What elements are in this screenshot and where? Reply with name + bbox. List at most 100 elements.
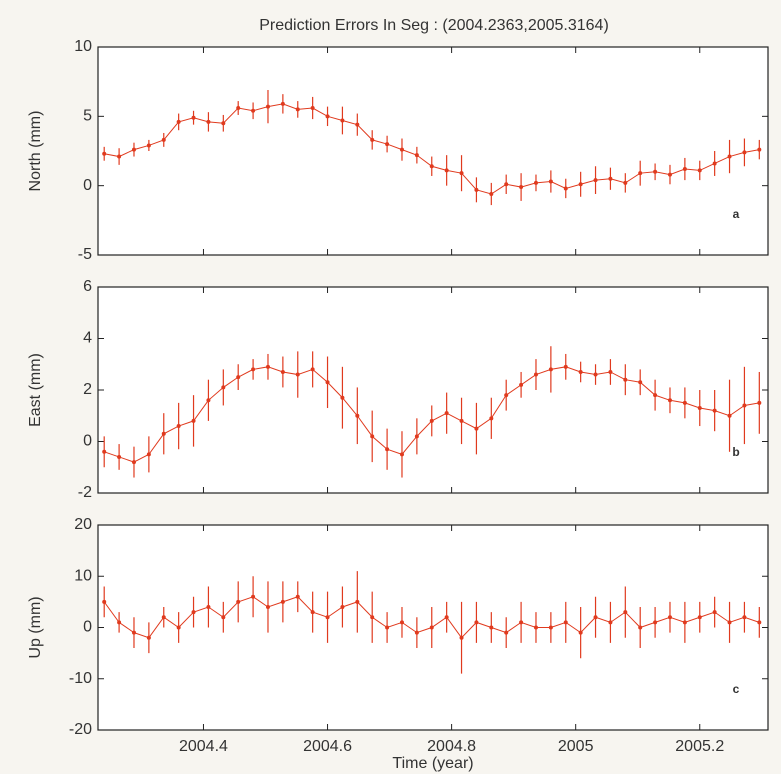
data-point bbox=[236, 106, 241, 111]
data-point bbox=[623, 377, 628, 382]
data-point bbox=[280, 599, 285, 604]
data-point bbox=[206, 119, 211, 124]
data-point bbox=[727, 620, 732, 625]
data-point bbox=[191, 115, 196, 120]
data-point bbox=[608, 176, 613, 181]
data-point bbox=[533, 180, 538, 185]
data-point bbox=[623, 180, 628, 185]
data-point bbox=[161, 137, 166, 142]
data-point bbox=[504, 630, 509, 635]
data-point bbox=[355, 122, 360, 127]
plot-frame bbox=[97, 46, 769, 256]
data-point bbox=[712, 408, 717, 413]
data-point bbox=[221, 615, 226, 620]
data-point bbox=[340, 605, 345, 609]
data-point bbox=[265, 364, 270, 369]
data-point bbox=[295, 372, 300, 377]
data-point bbox=[325, 615, 330, 620]
panel-label: c bbox=[733, 682, 740, 696]
data-point bbox=[444, 411, 449, 416]
data-point bbox=[161, 615, 166, 620]
data-point bbox=[385, 142, 390, 147]
data-point bbox=[504, 393, 509, 398]
y-tick-label: 6 bbox=[83, 278, 92, 295]
data-point bbox=[399, 147, 404, 152]
data-point bbox=[117, 454, 122, 459]
data-point bbox=[533, 625, 538, 630]
data-point bbox=[578, 630, 583, 635]
plot-frame bbox=[97, 286, 769, 494]
y-tick-label: 4 bbox=[83, 330, 92, 347]
data-point bbox=[325, 380, 330, 385]
data-point bbox=[429, 164, 434, 169]
data-point bbox=[474, 187, 479, 192]
y-tick-label: 5 bbox=[83, 108, 92, 125]
y-axis-label: East (mm) bbox=[27, 353, 44, 427]
data-point bbox=[519, 382, 524, 387]
data-point bbox=[742, 615, 747, 620]
data-point bbox=[667, 615, 672, 620]
data-point bbox=[533, 372, 538, 377]
data-point bbox=[117, 620, 122, 625]
data-point bbox=[459, 418, 464, 423]
data-point bbox=[206, 605, 211, 609]
data-point bbox=[653, 393, 658, 398]
panel-label: b bbox=[732, 445, 739, 459]
panel-label: a bbox=[733, 207, 740, 221]
data-point bbox=[176, 424, 181, 429]
data-point bbox=[161, 431, 166, 436]
data-point bbox=[340, 118, 345, 123]
data-point bbox=[414, 630, 419, 635]
data-point bbox=[176, 625, 181, 630]
data-point bbox=[131, 147, 136, 152]
data-point bbox=[697, 406, 702, 411]
data-point bbox=[548, 179, 553, 184]
data-point bbox=[280, 101, 285, 106]
x-tick-label: 2005.2 bbox=[675, 738, 724, 755]
data-point bbox=[370, 137, 375, 142]
data-point bbox=[519, 185, 524, 190]
data-point bbox=[667, 172, 672, 177]
y-tick-label: 0 bbox=[83, 619, 92, 636]
data-point bbox=[727, 413, 732, 418]
data-point bbox=[325, 114, 330, 119]
data-point bbox=[519, 620, 524, 625]
data-point bbox=[414, 153, 419, 158]
data-point bbox=[310, 610, 315, 615]
data-point bbox=[742, 403, 747, 408]
data-point bbox=[429, 625, 434, 630]
data-point bbox=[102, 151, 107, 156]
data-point bbox=[563, 620, 568, 625]
data-point bbox=[206, 398, 211, 403]
data-point bbox=[265, 605, 270, 609]
data-point bbox=[385, 447, 390, 452]
data-point bbox=[191, 418, 196, 423]
data-point bbox=[295, 594, 300, 599]
data-point bbox=[370, 615, 375, 620]
data-point bbox=[131, 630, 136, 635]
data-point bbox=[593, 178, 598, 183]
y-tick-label: 0 bbox=[83, 433, 92, 450]
data-point bbox=[251, 594, 256, 599]
data-point bbox=[385, 625, 390, 630]
data-point bbox=[444, 168, 449, 173]
data-point bbox=[370, 434, 375, 439]
y-tick-label: 10 bbox=[74, 567, 92, 584]
data-point bbox=[355, 599, 360, 604]
y-tick-label: -10 bbox=[69, 670, 92, 687]
data-point bbox=[474, 620, 479, 625]
data-point bbox=[593, 615, 598, 620]
data-point bbox=[548, 367, 553, 372]
data-point bbox=[742, 150, 747, 155]
data-point bbox=[474, 426, 479, 431]
data-point bbox=[712, 610, 717, 615]
data-point bbox=[191, 610, 196, 615]
data-point bbox=[310, 367, 315, 372]
data-point bbox=[697, 168, 702, 173]
data-point bbox=[429, 418, 434, 423]
data-point bbox=[727, 154, 732, 159]
x-axis-label: Time (year) bbox=[392, 755, 473, 772]
data-point bbox=[638, 171, 643, 176]
y-tick-label: 20 bbox=[74, 516, 92, 533]
